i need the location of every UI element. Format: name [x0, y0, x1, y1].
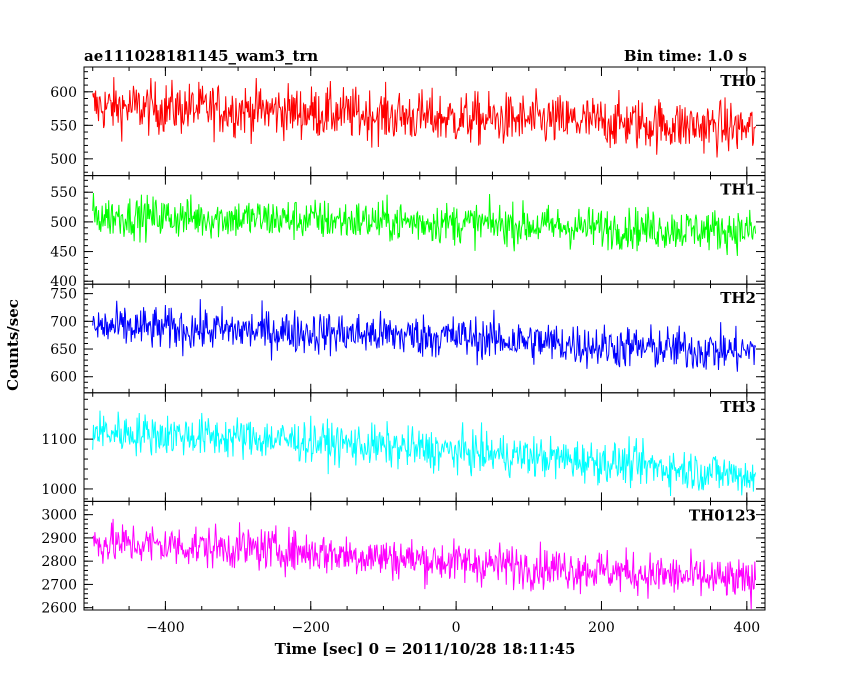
x-tick-label: 0 — [452, 620, 461, 636]
y-tick-label: 1100 — [41, 432, 77, 448]
chart-title: ae111028181145_wam3_trn — [84, 47, 318, 65]
x-tick-label: −400 — [146, 620, 184, 636]
panel-frame — [83, 392, 766, 502]
y-tick-label: 450 — [50, 245, 77, 261]
y-tick-label: 500 — [50, 215, 77, 231]
y-tick-label: 550 — [50, 185, 77, 201]
x-tick-label: 200 — [588, 620, 615, 636]
panel-frame — [83, 500, 766, 611]
panel-th2: 600 650 700 750 TH2 — [50, 283, 766, 394]
panel-th1: 400 450 500 550 TH1 — [50, 175, 766, 290]
y-tick-label: 750 — [50, 287, 77, 303]
y-tick-label: 2800 — [41, 554, 77, 570]
series-line-th3 — [92, 410, 757, 496]
y-tick-label: 600 — [50, 370, 77, 386]
y-tick-label: 3000 — [41, 508, 77, 524]
y-tick-label: 550 — [50, 118, 77, 134]
y-tick-label: 2900 — [41, 531, 77, 547]
series-line-th0123 — [92, 518, 757, 610]
panel-label-th2: TH2 — [720, 289, 756, 307]
series-line-th1 — [92, 193, 757, 256]
panel-label-th3: TH3 — [720, 398, 756, 416]
panel-label-th0: TH0 — [720, 72, 756, 90]
x-tick-label: −200 — [292, 620, 330, 636]
x-axis-label: Time [sec] 0 = 2011/10/28 18:11:45 — [275, 640, 576, 658]
series-line-th2 — [92, 299, 757, 372]
y-tick-label: 2700 — [41, 577, 77, 593]
y-tick-label: 1000 — [41, 482, 77, 498]
y-tick-label: 400 — [50, 274, 77, 290]
panel-th0: 500 550 600 TH0 — [50, 66, 766, 177]
panel-th0123: 2600 2700 2800 2900 3000 TH0123 — [41, 500, 766, 617]
panels-group: 500 550 600 TH0 400 450 500 550 TH1 600 650 700 750 T… — [41, 66, 766, 636]
y-tick-label: 500 — [50, 152, 77, 168]
series-line-th0 — [92, 77, 757, 158]
y-axis-label: Counts/sec — [4, 299, 22, 391]
panel-label-th0123: TH0123 — [689, 506, 756, 524]
y-tick-label: 600 — [50, 85, 77, 101]
y-tick-label: 2600 — [41, 601, 77, 617]
bin-time-label: Bin time: 1.0 s — [624, 47, 747, 65]
panel-label-th1: TH1 — [720, 181, 756, 199]
panel-th3: 1000 1100 TH3 — [41, 392, 766, 502]
x-tick-label: 400 — [733, 620, 760, 636]
y-tick-label: 700 — [50, 314, 77, 330]
y-tick-label: 650 — [50, 342, 77, 358]
